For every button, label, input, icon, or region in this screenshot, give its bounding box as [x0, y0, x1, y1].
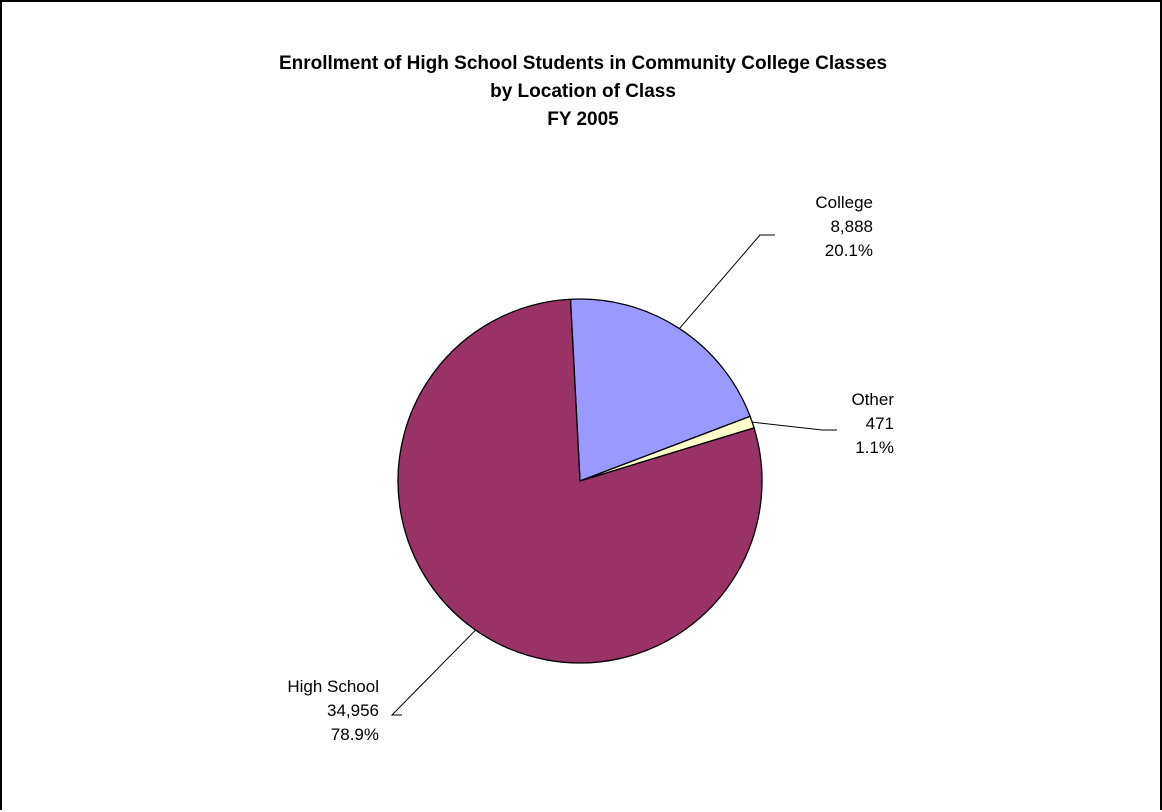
slice-label-high-school-name: High School — [287, 677, 379, 696]
pie-slice-college — [569, 298, 751, 482]
slice-label-high-school: High School 34,956 78.9% — [242, 675, 379, 747]
chart-title: Enrollment of High School Students in Co… — [2, 50, 1162, 134]
slice-label-high-school-value: 34,956 — [327, 701, 379, 720]
leader-line-college — [679, 234, 775, 329]
chart-title-line-2: by Location of Class — [490, 81, 676, 102]
slice-label-college-percent: 20.1% — [824, 241, 873, 260]
chart-title-line-1: Enrollment of High School Students in Co… — [278, 53, 888, 74]
slice-label-college-value: 8,888 — [830, 217, 873, 236]
slice-label-other-value: 471 — [865, 414, 894, 433]
slice-label-other-name: Other — [851, 390, 894, 409]
pie-slice-high-school — [397, 298, 763, 664]
chart-title-line-3: FY 2005 — [547, 109, 619, 130]
leader-line-other — [752, 421, 837, 431]
slice-label-college: College 8,888 20.1% — [762, 191, 873, 263]
leader-line-high-school — [390, 629, 476, 716]
slice-label-high-school-percent: 78.9% — [330, 725, 379, 744]
slice-label-college-name: College — [815, 193, 873, 212]
slice-label-other: Other 471 1.1% — [792, 388, 894, 460]
slice-label-other-percent: 1.1% — [855, 438, 894, 457]
